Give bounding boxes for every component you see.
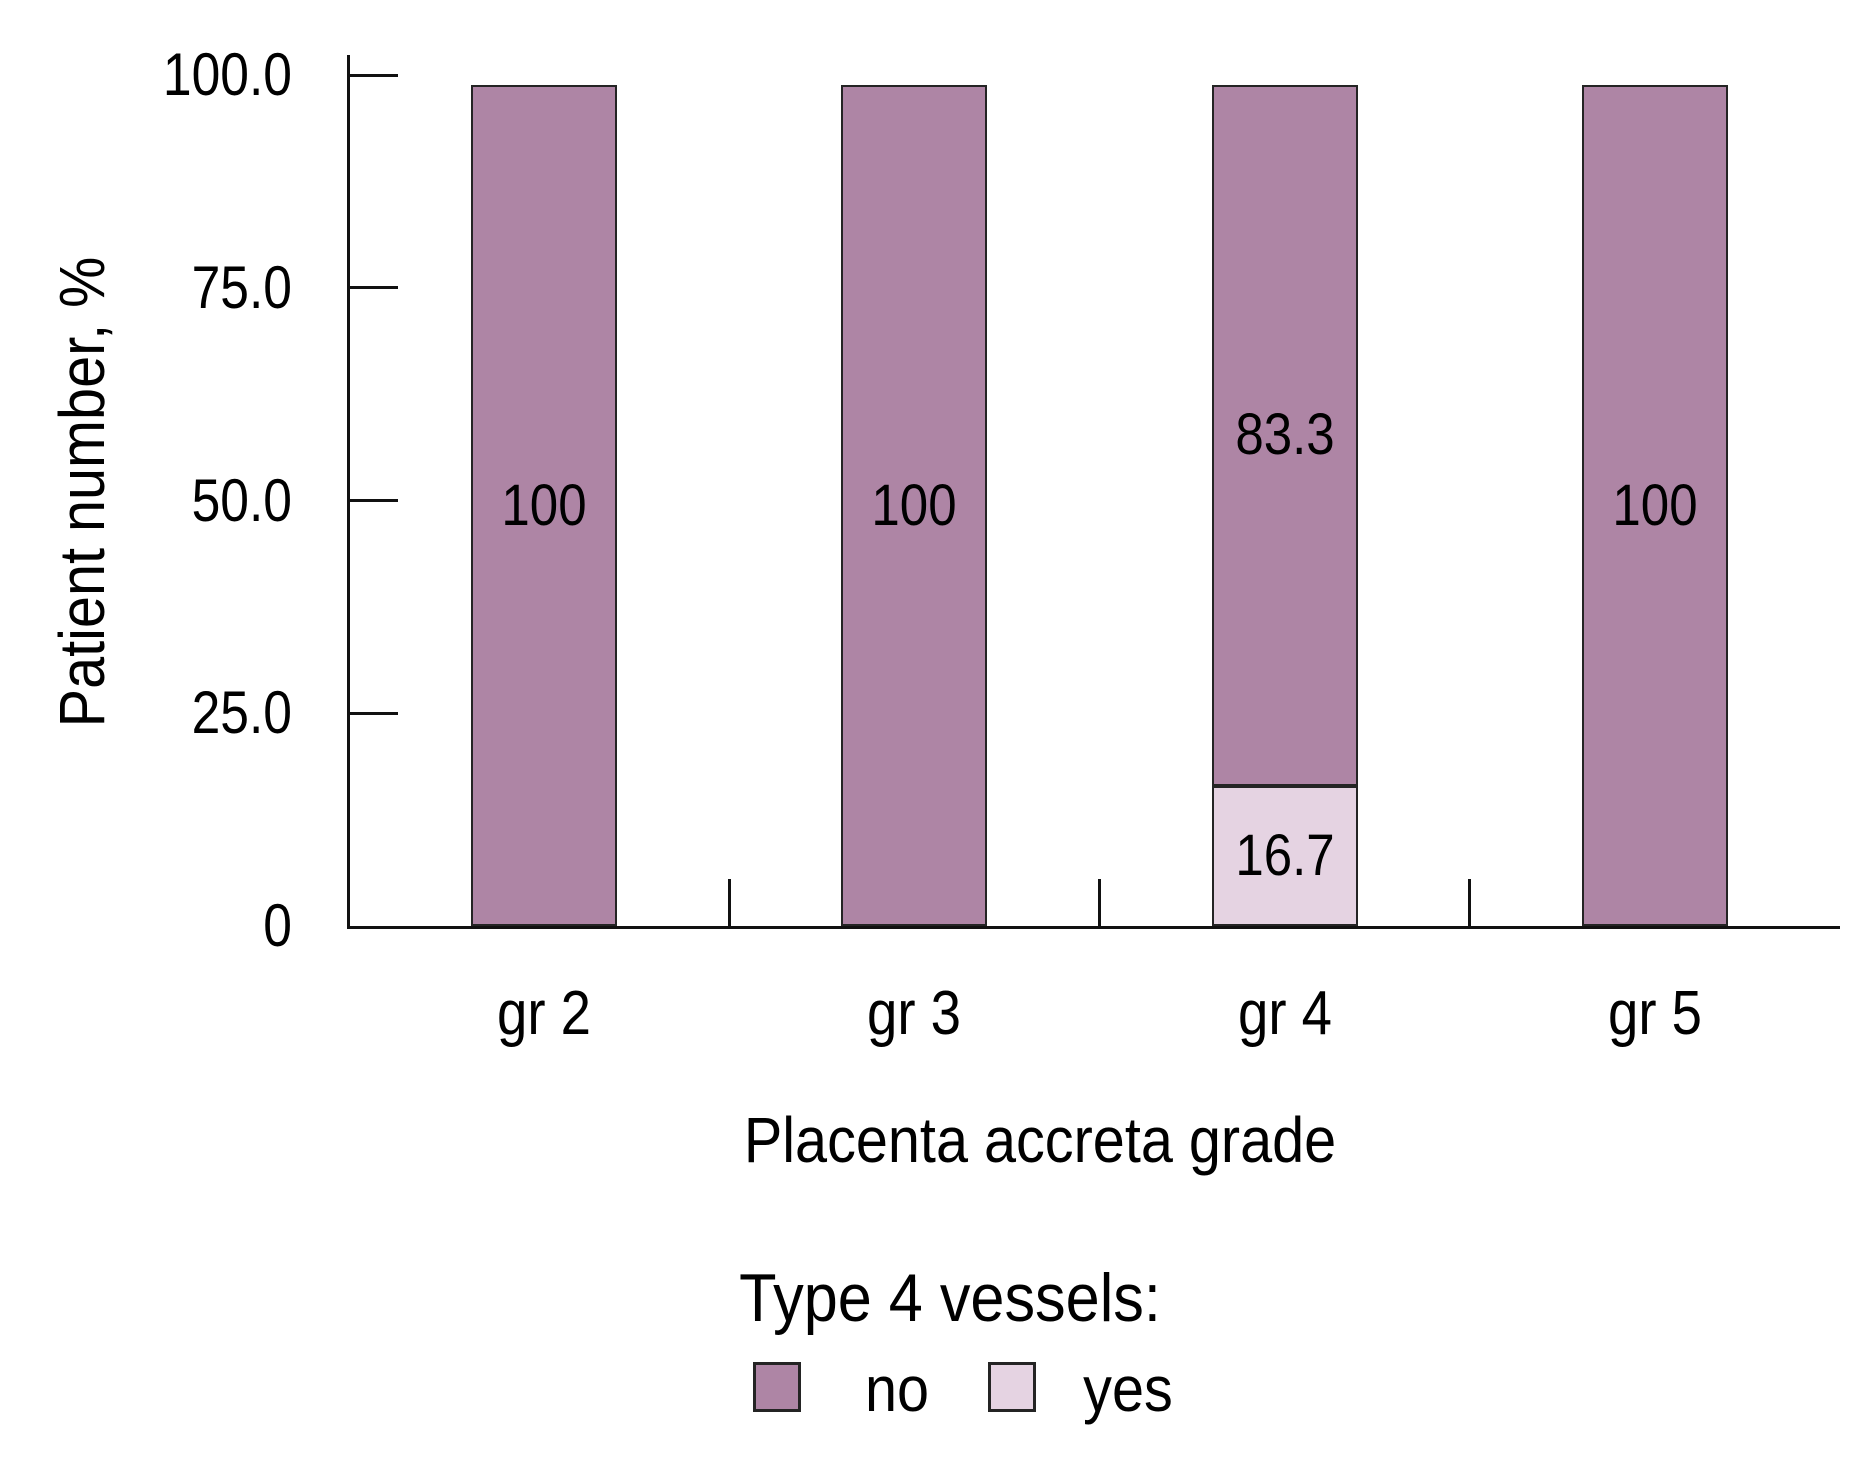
y-tick-label: 50.0 bbox=[191, 466, 292, 534]
legend-swatch-no bbox=[753, 1362, 801, 1412]
legend-swatch-yes bbox=[988, 1362, 1036, 1412]
category-label-4: gr 5 bbox=[1607, 979, 1702, 1048]
x-axis-line bbox=[347, 926, 1840, 929]
category-divider-tick bbox=[727, 879, 731, 926]
category-label-3: gr 4 bbox=[1237, 979, 1332, 1048]
legend-title: Type 4 vessels: bbox=[739, 1260, 1161, 1336]
y-tick bbox=[350, 711, 398, 715]
y-tick bbox=[350, 73, 398, 77]
bar-segment-no bbox=[841, 85, 988, 926]
bar-value-label: 100 bbox=[871, 472, 957, 538]
category-label-1: gr 2 bbox=[497, 979, 592, 1048]
y-tick bbox=[350, 499, 398, 502]
legend-label-no: no bbox=[864, 1353, 930, 1425]
bar-segment-yes bbox=[1211, 785, 1358, 926]
bar-value-label: 100 bbox=[501, 472, 587, 538]
x-axis-title: Placenta accreta grade bbox=[743, 1104, 1337, 1176]
bar-segment-no bbox=[471, 85, 618, 926]
category-label-2: gr 3 bbox=[867, 979, 962, 1048]
bar-segment-no bbox=[1211, 85, 1358, 786]
bar-segment-no bbox=[1581, 85, 1728, 926]
y-tick-label: 75.0 bbox=[191, 253, 292, 321]
y-tick-label: 100.0 bbox=[162, 41, 292, 108]
y-tick-label: 0 bbox=[263, 892, 292, 959]
y-axis-line bbox=[347, 55, 350, 929]
category-divider-tick bbox=[1468, 879, 1472, 926]
bar-value-label: 100 bbox=[1612, 472, 1698, 538]
y-tick bbox=[350, 286, 398, 290]
y-tick-label: 25.0 bbox=[191, 679, 292, 747]
category-divider-tick bbox=[1098, 879, 1101, 926]
legend-label-yes: yes bbox=[1083, 1353, 1173, 1425]
bar-value-label: 83.3 bbox=[1234, 402, 1335, 468]
bar-value-label: 16.7 bbox=[1234, 822, 1335, 888]
